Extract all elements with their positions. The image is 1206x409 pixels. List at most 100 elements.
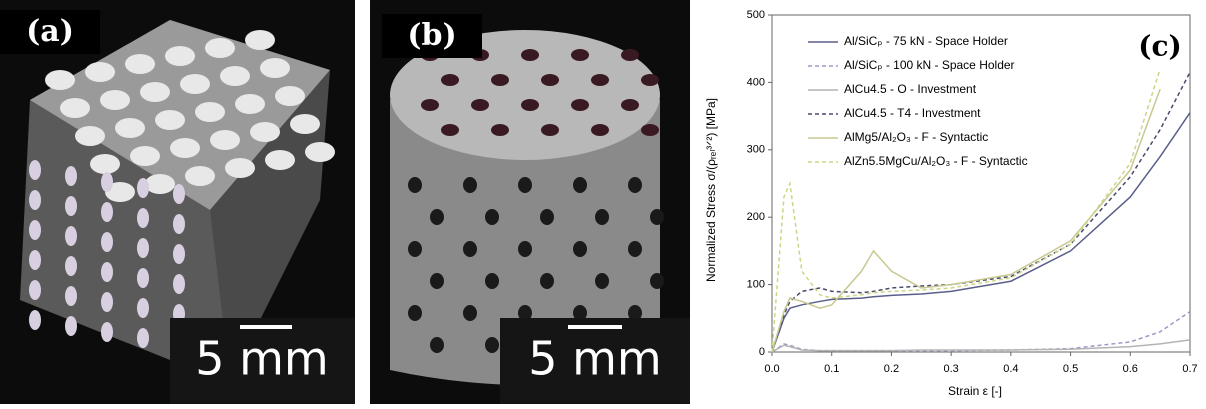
pore [137, 208, 149, 228]
x-tick-label: 0.4 [1003, 363, 1018, 375]
chart: (c) Strain ε [-] Normalized Stress σ/(ρᵣ… [704, 9, 1197, 398]
legend-label: AlZn5.5MgCu/Al₂O₃ - F - Syntactic [844, 154, 1028, 168]
pore [101, 262, 113, 282]
pore [205, 38, 235, 58]
pore [641, 74, 659, 86]
x-tick-label: 0.3 [943, 363, 958, 375]
pore [628, 241, 642, 257]
pore [421, 99, 439, 111]
pore [245, 30, 275, 50]
legend-label: AlMg5/Al₂O₃ - F - Syntactic [844, 130, 988, 144]
pore [90, 154, 120, 174]
pore [85, 62, 115, 82]
pore [101, 232, 113, 252]
pore [29, 220, 41, 240]
pore [521, 49, 539, 61]
pore [101, 322, 113, 342]
pore [275, 86, 305, 106]
pore [180, 74, 210, 94]
pore [65, 226, 77, 246]
pore [100, 90, 130, 110]
pore [521, 99, 539, 111]
pore [491, 74, 509, 86]
pore [541, 124, 559, 136]
pore [541, 74, 559, 86]
pore [571, 49, 589, 61]
pore [65, 166, 77, 186]
pore [29, 310, 41, 330]
series-line [772, 89, 1160, 352]
pore [185, 166, 215, 186]
pore [463, 177, 477, 193]
pore [225, 158, 255, 178]
pore [29, 160, 41, 180]
pore [408, 305, 422, 321]
pore [441, 74, 459, 86]
y-tick-label: 100 [747, 279, 765, 291]
pore [571, 99, 589, 111]
pore [260, 58, 290, 78]
y-tick-label: 300 [747, 144, 765, 156]
pore [491, 124, 509, 136]
pore [101, 172, 113, 192]
pore [65, 316, 77, 336]
x-tick-label: 0.5 [1063, 363, 1078, 375]
pore [595, 273, 609, 289]
pore [137, 298, 149, 318]
pore [145, 174, 175, 194]
pore [408, 241, 422, 257]
pore [471, 99, 489, 111]
legend-label: Al/SiCₚ - 100 kN - Space Holder [844, 58, 1015, 72]
pore [573, 241, 587, 257]
pore [45, 70, 75, 90]
pore [29, 250, 41, 270]
pore [650, 209, 664, 225]
pore [101, 202, 113, 222]
x-axis-label: Strain ε [-] [948, 384, 1002, 398]
pore [170, 138, 200, 158]
pore [250, 122, 280, 142]
pore [591, 124, 609, 136]
pore [591, 74, 609, 86]
y-tick-label: 200 [747, 211, 765, 223]
series-line [772, 312, 1190, 352]
pore [173, 244, 185, 264]
pore [140, 82, 170, 102]
pore [540, 209, 554, 225]
pore [195, 102, 225, 122]
pore [485, 209, 499, 225]
x-tick-label: 0.1 [824, 363, 839, 375]
pore [265, 150, 295, 170]
pore [430, 337, 444, 353]
pore [621, 99, 639, 111]
series-line [772, 72, 1190, 352]
pore [463, 305, 477, 321]
x-tick-label: 0.0 [764, 363, 779, 375]
pore [115, 118, 145, 138]
pore [65, 286, 77, 306]
x-tick-label: 0.6 [1123, 363, 1138, 375]
panel-label: (b) [407, 18, 456, 53]
panel-label: (c) [1138, 30, 1182, 63]
pore [29, 190, 41, 210]
pore [210, 130, 240, 150]
y-tick-label: 0 [759, 346, 765, 358]
series-line [772, 113, 1190, 352]
pore [75, 126, 105, 146]
pore [408, 177, 422, 193]
pore [518, 177, 532, 193]
pore [641, 124, 659, 136]
pore [29, 280, 41, 300]
scale-text: 5 mm [195, 332, 329, 386]
pore [173, 214, 185, 234]
pore [165, 46, 195, 66]
pore [441, 124, 459, 136]
pore [155, 110, 185, 130]
pore [650, 273, 664, 289]
pore [628, 177, 642, 193]
pore [235, 94, 265, 114]
pore [463, 241, 477, 257]
figure: (a) 5 mm (b) 5 mm (c) Strain ε [-] Norma… [0, 0, 1206, 404]
y-axis-label: Normalized Stress σ/(ρᵣₑₗ³ᐟ²) [MPa] [704, 98, 718, 282]
legend-label: AlCu4.5 - T4 - Investment [844, 106, 981, 120]
